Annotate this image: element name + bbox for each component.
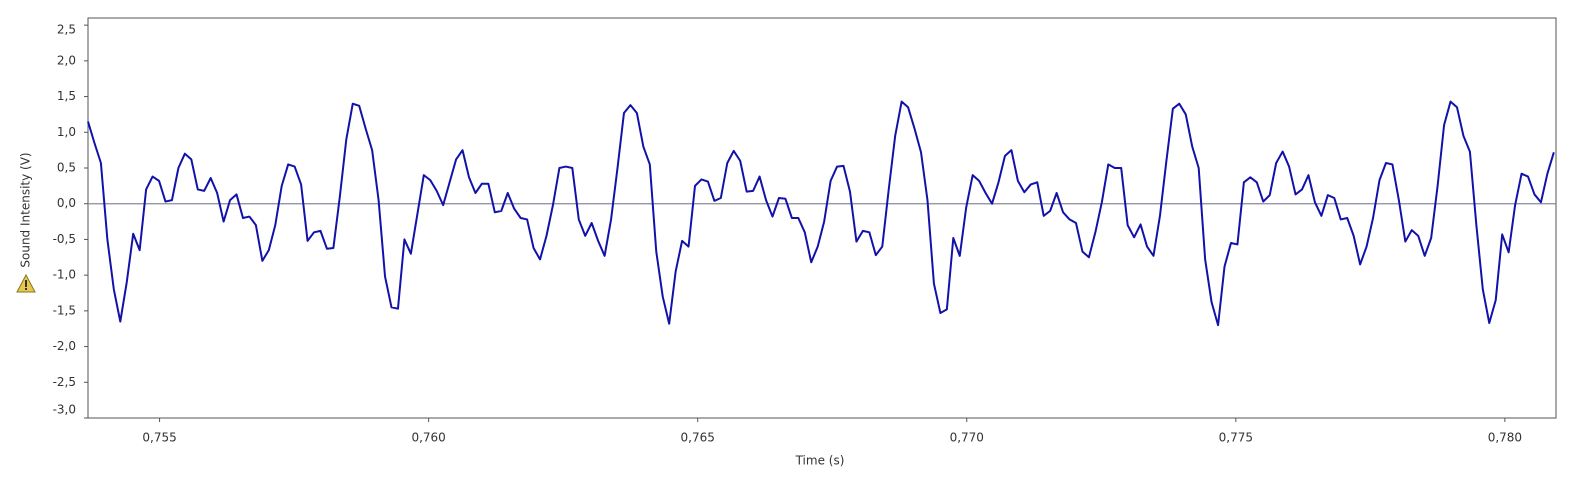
y-tick-label: -0,5: [53, 232, 76, 246]
y-tick-label: -1,0: [53, 268, 76, 282]
x-tick-label: 0,775: [1219, 431, 1253, 445]
y-tick-label: -3,0: [53, 403, 76, 417]
y-axis-label: Sound Intensity (V): [19, 152, 33, 267]
y-tick-label: 1,5: [57, 89, 76, 103]
y-tick-label: -2,5: [53, 375, 76, 389]
warning-icon[interactable]: [16, 273, 36, 293]
y-tick-label: 2,5: [57, 23, 76, 37]
waveform-line: [87, 100, 1555, 327]
plot-area: [87, 17, 1557, 419]
x-tick-label: 0,755: [142, 431, 176, 445]
x-tick-label: 0,760: [411, 431, 445, 445]
y-tick-label: -1,5: [53, 303, 76, 317]
y-tick-label: 1,0: [57, 125, 76, 139]
x-tick-label: 0,765: [681, 431, 715, 445]
y-tick-label: 0,5: [57, 161, 76, 175]
y-tick-label: -2,0: [53, 339, 76, 353]
y-tick-label: 0,0: [57, 196, 76, 210]
x-tick-label: 0,770: [950, 431, 984, 445]
x-tick-label: 0,780: [1488, 431, 1522, 445]
x-axis-label: Time (s): [795, 454, 845, 468]
y-tick-label: 2,0: [57, 53, 76, 67]
